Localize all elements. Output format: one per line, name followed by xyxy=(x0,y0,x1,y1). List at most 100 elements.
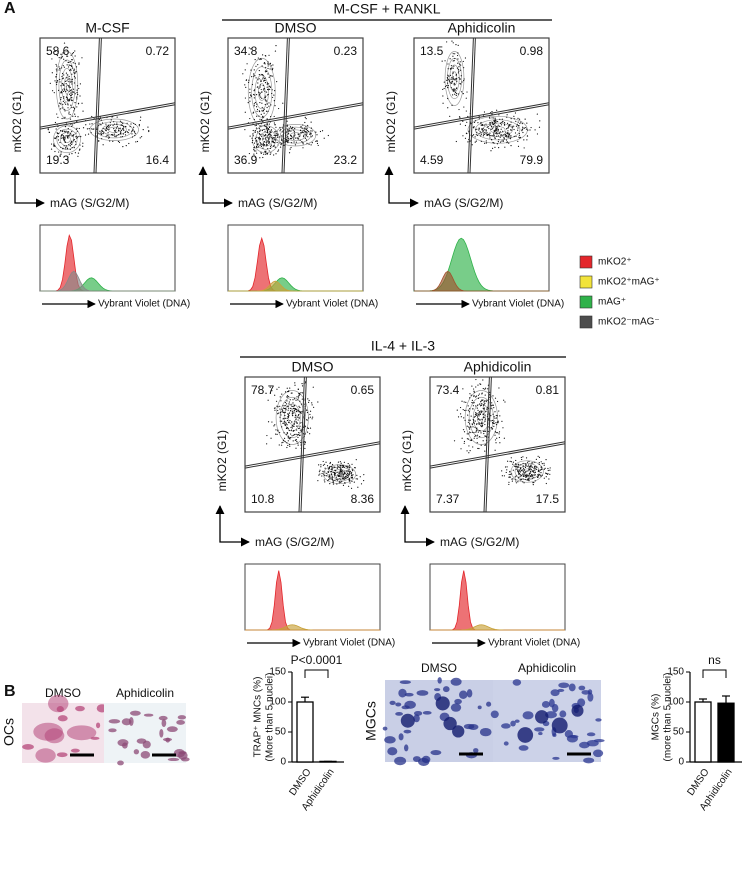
event-dot xyxy=(493,120,495,123)
event-dot xyxy=(259,101,261,104)
event-dot xyxy=(64,141,66,143)
event-dot xyxy=(457,93,460,95)
event-dot xyxy=(503,399,505,401)
event-dot xyxy=(264,125,266,127)
event-dot xyxy=(92,128,94,130)
event-dot xyxy=(249,91,251,94)
cell xyxy=(56,706,64,713)
event-dot xyxy=(456,54,459,57)
event-dot xyxy=(71,96,73,99)
event-dot xyxy=(260,151,262,153)
event-dot xyxy=(255,127,258,129)
event-dot xyxy=(296,422,298,424)
event-dot xyxy=(473,391,476,393)
event-dot xyxy=(484,388,486,390)
event-dot xyxy=(489,132,491,134)
event-dot xyxy=(332,479,334,481)
event-dot xyxy=(61,89,64,91)
event-dot xyxy=(444,85,447,88)
event-dot xyxy=(297,419,299,421)
event-dot xyxy=(294,416,296,418)
event-dot xyxy=(525,465,527,467)
event-dot xyxy=(498,139,500,141)
event-dot xyxy=(284,412,286,414)
event-dot xyxy=(490,420,492,422)
event-dot xyxy=(477,394,480,396)
event-dot xyxy=(275,134,277,136)
event-dot xyxy=(471,431,473,433)
event-dot xyxy=(508,142,510,144)
event-dot xyxy=(262,143,264,145)
event-dot xyxy=(312,386,314,388)
event-dot xyxy=(342,475,344,478)
cell xyxy=(57,715,68,722)
event-dot xyxy=(284,407,287,409)
event-dot xyxy=(484,129,486,131)
event-dot xyxy=(537,475,539,478)
event-dot xyxy=(485,123,487,125)
event-dot xyxy=(549,473,551,475)
event-dot xyxy=(538,126,541,128)
event-dot xyxy=(299,434,301,436)
event-dot xyxy=(127,132,129,134)
event-dot xyxy=(457,72,460,74)
cell xyxy=(566,734,579,743)
event-dot xyxy=(126,122,128,124)
event-dot xyxy=(306,431,309,433)
contour xyxy=(55,51,79,120)
histogram-frame xyxy=(39,224,176,292)
event-dot xyxy=(110,119,112,121)
event-dot xyxy=(338,474,340,476)
event-dot xyxy=(281,408,283,410)
event-dot xyxy=(510,145,512,147)
event-dot xyxy=(299,425,301,427)
event-dot xyxy=(256,146,258,149)
event-dot xyxy=(253,150,256,152)
event-dot xyxy=(131,136,134,138)
event-dot xyxy=(442,95,444,97)
event-dot xyxy=(474,136,476,138)
event-dot xyxy=(56,54,59,57)
event-dot xyxy=(493,132,495,134)
event-dot xyxy=(509,476,511,478)
event-dot xyxy=(289,409,292,412)
event-dot xyxy=(518,470,520,472)
event-dot xyxy=(63,58,65,60)
event-dot xyxy=(71,73,73,75)
event-dot xyxy=(514,112,517,114)
event-dot xyxy=(128,129,130,131)
event-dot xyxy=(502,130,504,132)
event-dot xyxy=(512,463,514,465)
event-dot xyxy=(269,135,271,138)
event-dot xyxy=(525,470,527,472)
event-dot xyxy=(494,411,496,413)
event-dot xyxy=(262,142,264,144)
event-dot xyxy=(266,434,268,437)
quadrant-value: 0.72 xyxy=(146,44,170,58)
event-dot xyxy=(513,125,515,127)
event-dot xyxy=(252,129,254,132)
event-dot xyxy=(481,128,483,130)
event-dot xyxy=(463,401,465,403)
event-dot xyxy=(250,69,252,71)
event-dot xyxy=(66,137,69,139)
event-dot xyxy=(54,50,56,52)
gate-line xyxy=(244,443,381,469)
event-dot xyxy=(265,100,267,102)
event-dot xyxy=(251,141,253,144)
quadrant-value: 0.23 xyxy=(334,44,358,58)
event-dot xyxy=(522,131,524,134)
event-dot xyxy=(258,130,261,132)
event-dot xyxy=(452,78,454,80)
event-dot xyxy=(455,140,457,143)
event-dot xyxy=(270,65,272,67)
y-axis-label: mKO2 (G1) xyxy=(198,91,212,152)
event-dot xyxy=(282,127,284,129)
event-dot xyxy=(79,144,81,146)
event-dot xyxy=(518,469,520,471)
event-dot xyxy=(286,433,289,435)
event-dot xyxy=(304,121,306,124)
event-dot xyxy=(329,476,331,478)
event-dot xyxy=(107,132,109,134)
